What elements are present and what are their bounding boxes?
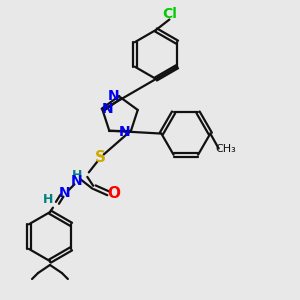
- Text: Cl: Cl: [162, 7, 177, 21]
- Text: N: N: [108, 89, 119, 103]
- Text: N: N: [119, 124, 131, 139]
- Text: O: O: [107, 186, 120, 201]
- Text: S: S: [95, 150, 106, 165]
- Text: N: N: [71, 174, 83, 188]
- Text: N: N: [59, 186, 71, 200]
- Text: H: H: [43, 194, 53, 206]
- Text: H: H: [72, 169, 82, 182]
- Text: CH₃: CH₃: [216, 143, 236, 154]
- Text: N: N: [102, 102, 113, 116]
